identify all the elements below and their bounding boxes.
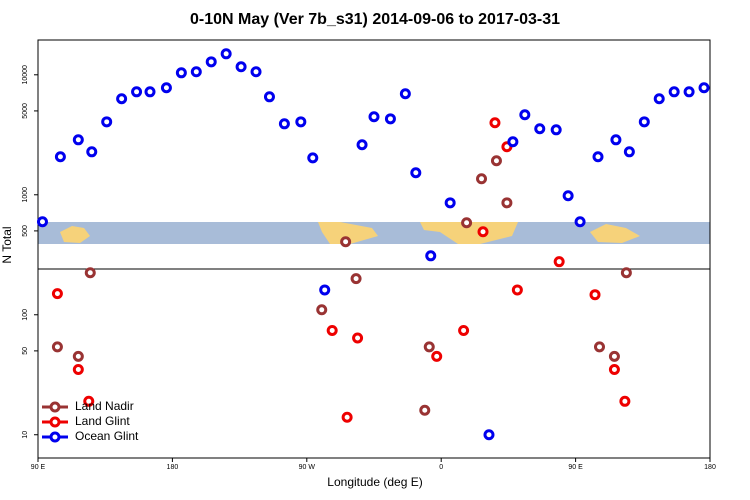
point	[205, 56, 217, 68]
point	[350, 273, 362, 285]
y-tick-label: 10	[22, 431, 29, 439]
point	[410, 167, 422, 179]
x-tick-label: 90 W	[299, 464, 316, 471]
y-tick-label: 10000	[22, 65, 29, 85]
point	[574, 216, 586, 228]
point	[160, 82, 172, 94]
point	[620, 267, 632, 279]
legend-marker	[49, 431, 61, 443]
plot-frame	[37, 39, 711, 459]
point	[653, 93, 665, 105]
point	[589, 289, 601, 301]
point	[51, 341, 63, 353]
point	[263, 91, 275, 103]
x-tick-label: 180	[167, 464, 179, 471]
y-tick-label: 100	[22, 309, 29, 321]
point	[553, 256, 565, 268]
point	[341, 411, 353, 423]
point	[352, 332, 364, 344]
legend-marker	[49, 416, 61, 428]
point	[356, 139, 368, 151]
point	[399, 88, 411, 100]
point	[250, 66, 262, 78]
point	[593, 341, 605, 353]
point	[534, 123, 546, 135]
x-tick-label: 0	[439, 464, 443, 471]
point	[319, 284, 331, 296]
point	[316, 304, 328, 316]
point	[295, 116, 307, 128]
point	[668, 86, 680, 98]
legend-marker	[49, 401, 61, 413]
x-tick-label: 90 E	[568, 464, 583, 471]
point	[619, 395, 631, 407]
point	[490, 155, 502, 167]
map-strip	[38, 222, 710, 244]
point	[36, 216, 48, 228]
point	[384, 113, 396, 125]
point	[340, 236, 352, 248]
point	[101, 116, 113, 128]
point	[54, 151, 66, 163]
point	[638, 116, 650, 128]
point	[698, 82, 710, 94]
point	[368, 111, 380, 123]
point	[423, 341, 435, 353]
x-axis-label: Longitude (deg E)	[327, 475, 422, 489]
point	[190, 66, 202, 78]
legend-label: Land Glint	[75, 414, 130, 428]
x-tick-label: 90 E	[31, 464, 46, 471]
point	[116, 93, 128, 105]
y-tick-label: 1000	[22, 187, 29, 203]
y-tick-label: 5000	[22, 103, 29, 119]
point	[278, 118, 290, 130]
point	[326, 324, 338, 336]
point	[84, 267, 96, 279]
point	[419, 404, 431, 416]
point	[483, 429, 495, 441]
point	[610, 134, 622, 146]
point	[623, 146, 635, 158]
point	[608, 363, 620, 375]
point	[477, 226, 489, 238]
point	[72, 363, 84, 375]
point	[86, 146, 98, 158]
point	[592, 151, 604, 163]
point	[562, 190, 574, 202]
legend-label: Ocean Glint	[75, 429, 139, 443]
point	[519, 109, 531, 121]
point	[72, 350, 84, 362]
point	[511, 284, 523, 296]
point	[235, 61, 247, 73]
point	[307, 152, 319, 164]
point	[83, 395, 95, 407]
point	[431, 350, 443, 362]
point	[489, 117, 501, 129]
y-tick-label: 50	[22, 347, 29, 355]
point	[608, 350, 620, 362]
y-axis-label: N Total	[0, 226, 14, 263]
point	[550, 124, 562, 136]
y-tick-label: 500	[22, 225, 29, 237]
point	[476, 173, 488, 185]
point	[220, 48, 232, 60]
point	[683, 86, 695, 98]
legend-label: Land Nadir	[75, 399, 134, 413]
point	[444, 197, 456, 209]
point	[458, 324, 470, 336]
point	[501, 197, 513, 209]
chart-title: 0-10N May (Ver 7b_s31) 2014-09-06 to 201…	[190, 11, 560, 28]
point	[461, 217, 473, 229]
x-tick-label: 180	[704, 464, 716, 471]
point	[72, 134, 84, 146]
point	[131, 86, 143, 98]
point	[507, 136, 519, 148]
point	[425, 250, 437, 262]
point	[175, 67, 187, 79]
point	[144, 86, 156, 98]
point	[51, 288, 63, 300]
